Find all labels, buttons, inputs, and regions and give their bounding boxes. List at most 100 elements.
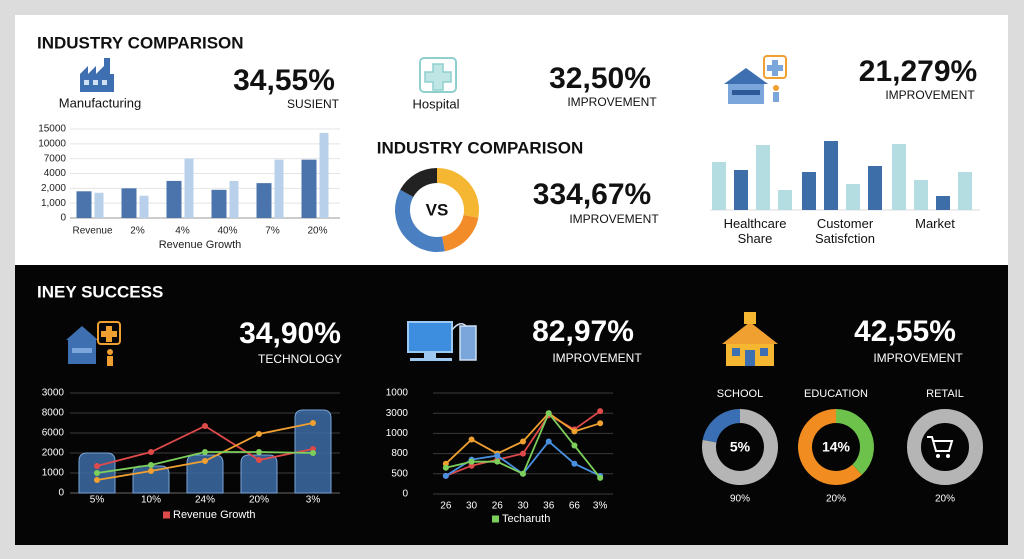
line-point [545, 410, 552, 417]
x-tick-label: 4% [175, 226, 190, 237]
center-label: 5% [730, 439, 751, 455]
x-tick-label: 5% [90, 495, 105, 506]
x-tick-label: 36 [543, 501, 555, 512]
kpi-value: 32,50% [549, 62, 651, 95]
section-title: INDUSTRY COMPARISON [37, 33, 244, 52]
x-tick-label: 3% [306, 495, 321, 506]
kpi-label: Hospital [413, 96, 460, 111]
y-tick-label: 1000 [42, 468, 65, 479]
line-point [494, 458, 501, 465]
x-tick-label: Revenue [72, 226, 112, 237]
line-point [571, 428, 578, 435]
factory-icon [80, 58, 114, 92]
bar [121, 188, 137, 218]
y-tick-label: 1000 [386, 428, 409, 439]
bar [734, 170, 748, 210]
bar [846, 184, 860, 210]
line-point [597, 474, 604, 481]
line-point [148, 449, 154, 455]
y-tick-label: 0 [402, 489, 408, 500]
x-tick-label: 26 [492, 501, 504, 512]
y-tick-label: 4000 [44, 168, 67, 179]
x-tick-label: 30 [517, 501, 529, 512]
legend-swatch [163, 511, 170, 519]
line-point [494, 452, 501, 459]
x-tick-label: 10% [141, 495, 161, 506]
footer-label: 20% [935, 494, 955, 505]
line-point [571, 442, 578, 449]
pie-slice [400, 168, 437, 197]
clinic-icon [66, 321, 121, 366]
line-point [202, 458, 208, 464]
center-label: VS [426, 200, 449, 219]
bar [139, 195, 149, 218]
center-label: 14% [822, 439, 851, 455]
pie-slice [836, 409, 874, 475]
pie-slice [907, 409, 983, 485]
kpi-caption: IMPROVEMENT [885, 88, 975, 102]
x-tick-label: 26 [440, 501, 452, 512]
x-tick-label: 20% [249, 495, 269, 506]
y-tick-label: 1,000 [41, 198, 66, 209]
section-title: INDUSTRY COMPARISON [377, 138, 584, 157]
hospital-icon [419, 57, 457, 93]
y-tick-label: 800 [391, 448, 408, 459]
bar [712, 162, 726, 210]
line-point [94, 463, 100, 469]
line-point [545, 438, 552, 445]
bar [936, 196, 950, 210]
section-title: INEY SUCCESS [37, 282, 163, 301]
line-point [468, 436, 475, 443]
kpi-value: 42,55% [854, 315, 956, 348]
line-point [256, 431, 262, 437]
y-tick-label: 0 [60, 213, 66, 224]
chart-title: RETAIL [926, 388, 964, 400]
line-point [148, 462, 154, 468]
kpi-value: 334,67% [533, 178, 651, 211]
legend-label: Revenue Growth [173, 509, 256, 521]
kpi-caption: IMPROVEMENT [552, 351, 642, 365]
chart-title: SCHOOL [717, 388, 763, 400]
x-tick-label: 3% [593, 501, 608, 512]
bar [184, 158, 194, 218]
line-point [442, 464, 449, 471]
pie-slice [702, 409, 778, 486]
y-tick-label: 10000 [38, 138, 66, 149]
line-point [597, 420, 604, 427]
bar [166, 180, 182, 218]
bar [892, 144, 906, 210]
bar [301, 159, 317, 218]
clinic-icon [724, 55, 787, 104]
kpi-caption: TECHNOLOGY [258, 352, 342, 366]
pie-slice [437, 168, 480, 218]
line-point [310, 450, 316, 456]
bar [240, 454, 278, 494]
bar [76, 191, 92, 218]
line-point [202, 449, 208, 455]
legend-swatch [492, 515, 499, 523]
bottom-panel [15, 265, 1008, 545]
legend-label: Techaruth [502, 513, 550, 525]
pie-slice [702, 409, 740, 443]
line-point [256, 449, 262, 455]
line-point [520, 438, 526, 445]
x-axis-label: Revenue Growth [159, 239, 242, 251]
line-point [571, 460, 578, 467]
x-tick-label: 30 [466, 501, 478, 512]
school-icon [722, 312, 778, 366]
bar [319, 132, 329, 218]
bar [211, 189, 227, 218]
pie-slice [442, 215, 479, 252]
line-point [310, 420, 316, 426]
bar [914, 180, 928, 210]
line-point [148, 468, 154, 474]
kpi-value: 82,97% [532, 315, 634, 348]
x-tick-label: 20% [307, 226, 327, 237]
top-panel [15, 15, 1008, 265]
computer-icon [407, 321, 477, 361]
bar [958, 172, 972, 210]
pie-slice [798, 409, 863, 485]
line-point [202, 423, 208, 429]
line-point [468, 458, 475, 465]
